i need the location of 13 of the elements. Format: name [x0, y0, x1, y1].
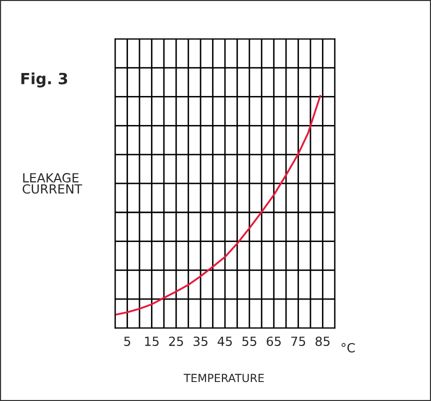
y-axis-title: LEAKAGE CURRENT: [22, 173, 82, 194]
chart-title: Fig. 3: [21, 72, 68, 88]
x-tick-label: 25: [169, 336, 183, 346]
x-tick-label: 35: [194, 336, 208, 346]
text: °C: [342, 343, 355, 352]
x-tick-label: 15: [145, 336, 159, 346]
x-tick-label: 45: [218, 336, 232, 346]
x-tick-label: 65: [266, 336, 281, 346]
x-tick-label: 5: [124, 336, 130, 346]
x-tick-label: 55: [242, 336, 256, 346]
x-tick-label: 75: [291, 336, 306, 346]
x-axis-title: TEMPERATURE: [184, 374, 264, 382]
x-tick-label: 85: [316, 336, 330, 346]
